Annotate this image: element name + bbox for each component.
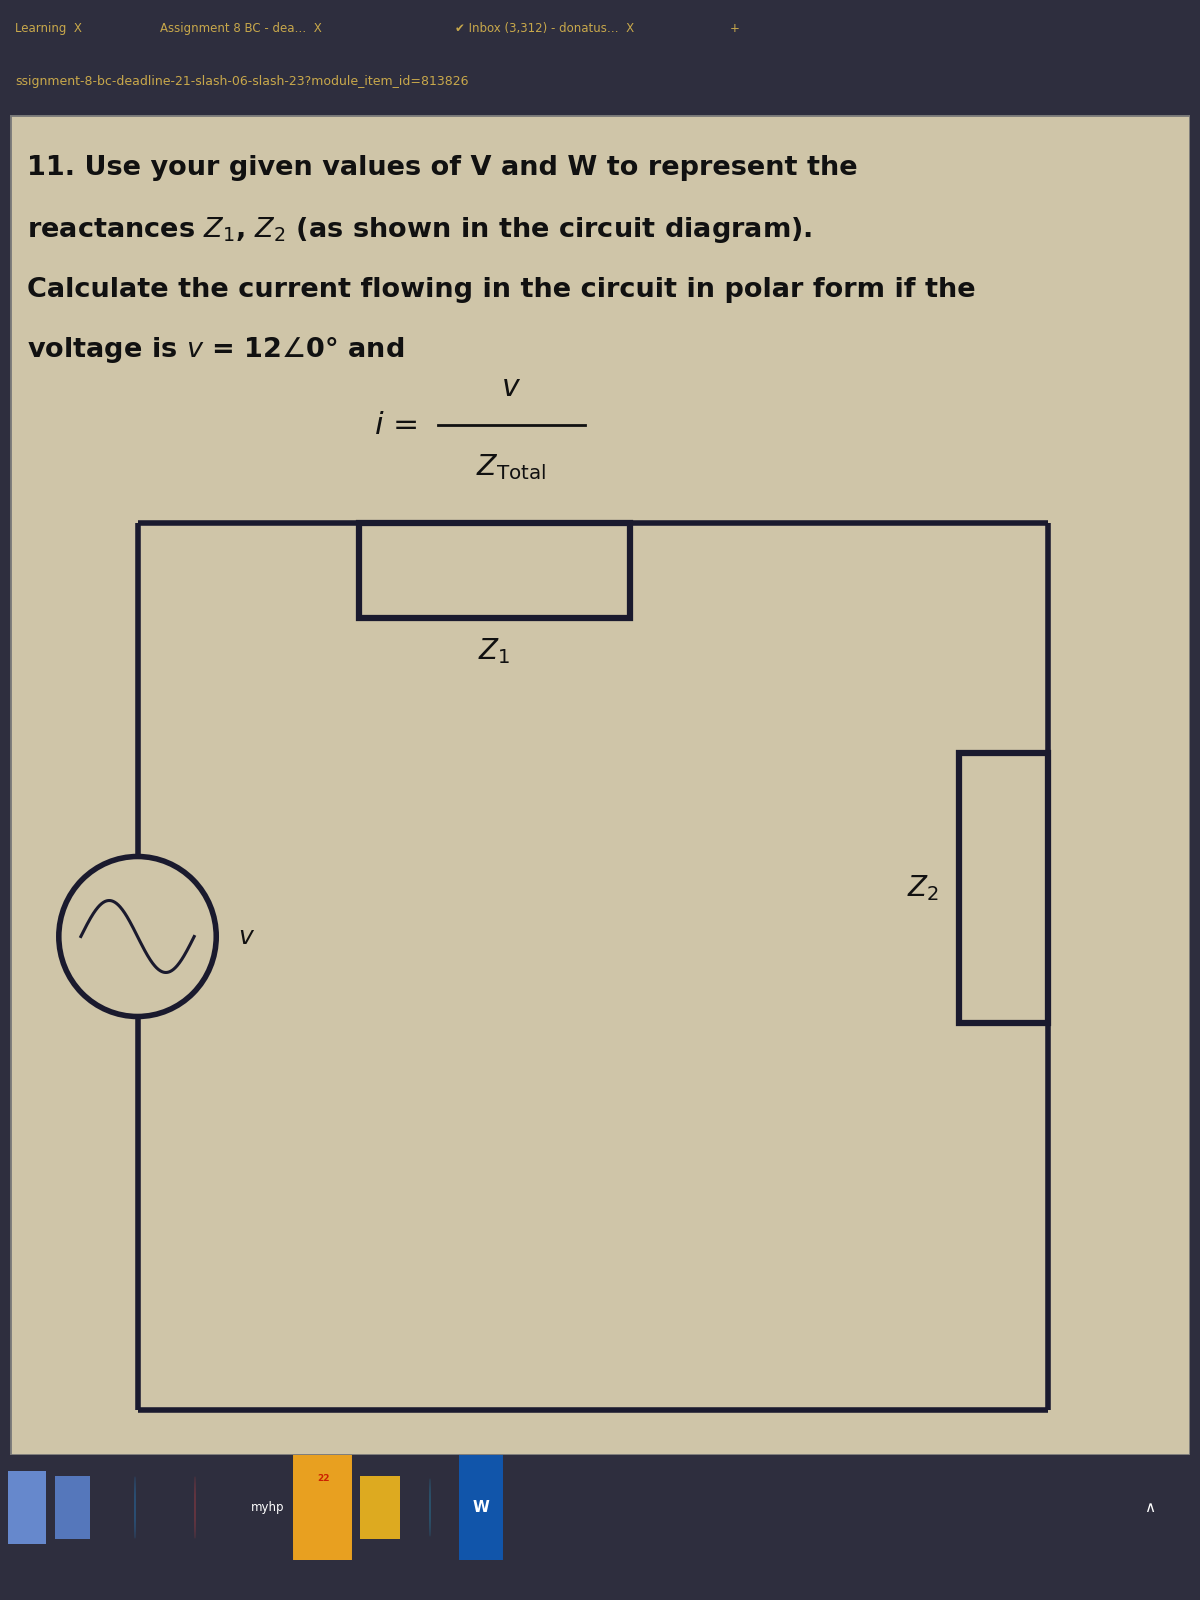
- Text: Assignment 8 BC - dea…  X: Assignment 8 BC - dea… X: [160, 22, 322, 35]
- Text: reactances $Z_1$, $Z_2$ (as shown in the circuit diagram).: reactances $Z_1$, $Z_2$ (as shown in the…: [28, 214, 812, 245]
- Text: Learning  X: Learning X: [14, 22, 82, 35]
- Text: $v$: $v$: [502, 373, 522, 402]
- Text: $v$: $v$: [238, 925, 254, 949]
- Text: 11. Use your given values of V and W to represent the: 11. Use your given values of V and W to …: [28, 155, 858, 181]
- Text: ✔ Inbox (3,312) - donatus…  X: ✔ Inbox (3,312) - donatus… X: [455, 22, 634, 35]
- Text: Calculate the current flowing in the circuit in polar form if the: Calculate the current flowing in the cir…: [28, 277, 976, 302]
- FancyBboxPatch shape: [458, 1366, 503, 1600]
- Text: ∧: ∧: [1145, 1501, 1156, 1515]
- Text: W: W: [473, 1501, 490, 1515]
- Text: myhp: myhp: [251, 1501, 284, 1514]
- Text: $Z_\mathrm{Total}$: $Z_\mathrm{Total}$: [476, 453, 546, 482]
- Text: 22: 22: [317, 1474, 329, 1483]
- Bar: [359, 523, 630, 618]
- Text: $Z_1$: $Z_1$: [478, 635, 510, 666]
- Text: voltage is $v$ = 12$\angle$0° and: voltage is $v$ = 12$\angle$0° and: [28, 334, 404, 365]
- Bar: [360, 1475, 400, 1539]
- Text: +: +: [730, 22, 740, 35]
- Text: ssignment-8-bc-deadline-21-slash-06-slash-23?module_item_id=813826: ssignment-8-bc-deadline-21-slash-06-slas…: [14, 75, 468, 88]
- Text: $i$ =: $i$ =: [373, 411, 418, 440]
- Bar: [8, 1470, 46, 1544]
- Text: $Z_2$: $Z_2$: [907, 874, 940, 902]
- Bar: [55, 1475, 90, 1539]
- Bar: [959, 754, 1048, 1022]
- FancyBboxPatch shape: [293, 1266, 352, 1600]
